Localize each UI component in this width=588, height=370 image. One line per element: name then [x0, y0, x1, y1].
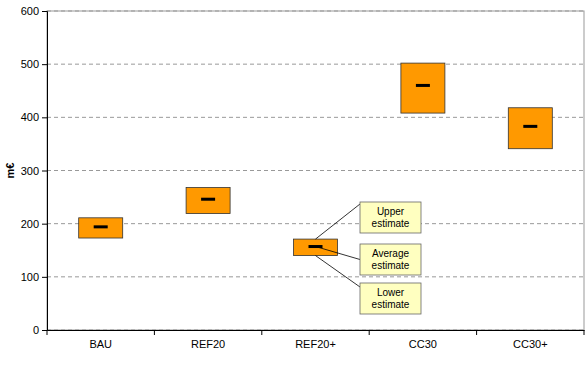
x-axis: BAU REF20 REF20+ CC30 CC30+ [47, 330, 585, 350]
annotations: Upperestimate Averageestimate Lowerestimat… [316, 202, 422, 314]
grid-line [47, 330, 584, 331]
y-tick: 400 [21, 111, 47, 123]
y-tick: 600 [21, 5, 47, 17]
y-tick-label: 0 [33, 324, 39, 336]
grid-line [47, 117, 584, 118]
x-tick: BAU [89, 330, 112, 350]
annotation-box [360, 202, 421, 233]
range-box [186, 188, 230, 214]
x-tick: CC30 [409, 330, 437, 350]
x-tick-label: CC30 [409, 338, 437, 350]
y-tick-label: 400 [21, 111, 39, 123]
y-tick-mark [42, 224, 47, 225]
x-tick: CC30+ [513, 330, 548, 350]
category-separator [369, 330, 370, 335]
y-axis-line [42, 12, 48, 331]
x-tick-label: REF20 [191, 338, 225, 350]
y-tick: 0 [33, 324, 47, 336]
y-axis-title: m€ [4, 163, 16, 179]
plot: 0 100 200 300 400 500 600 BAU REF20 REF20+ CC30 CC3… [21, 5, 585, 350]
grid [47, 11, 584, 330]
grid-line [47, 170, 584, 171]
plot-frame [47, 11, 584, 330]
y-tick: 500 [21, 58, 47, 70]
x-tick: REF20+ [295, 330, 336, 350]
y-tick-label: 100 [21, 271, 39, 283]
annotation-leader [316, 256, 361, 287]
grid-line [47, 223, 584, 224]
annotation-text: Lowerestimate [372, 287, 410, 310]
average-marker [94, 225, 108, 228]
average-marker [416, 84, 430, 87]
category-separator [584, 330, 585, 335]
y-tick-mark [42, 11, 47, 12]
y-tick-mark [42, 117, 47, 118]
y-tick-mark [42, 330, 47, 331]
annotation-text: Upperestimate [372, 206, 410, 229]
x-tick-label: CC30+ [513, 338, 548, 350]
chart: 0 100 200 300 400 500 600 BAU REF20 REF20+ CC30 CC3… [0, 0, 588, 370]
annotation-text: Averageestimate [372, 248, 410, 271]
category-separator [476, 330, 477, 335]
x-tick-label: BAU [89, 338, 112, 350]
grid-line [47, 64, 584, 65]
y-tick-label: 200 [21, 218, 39, 230]
range-box [79, 218, 123, 238]
y-tick-label: 300 [21, 165, 39, 177]
category-separator [47, 330, 48, 335]
y-tick-label: 500 [21, 58, 39, 70]
average-marker [201, 198, 215, 201]
annotation-box [360, 244, 421, 275]
y-tick-label: 600 [21, 5, 39, 17]
marks [79, 63, 553, 255]
range-box [401, 63, 445, 113]
y-tick: 100 [21, 271, 47, 283]
y-tick-mark [42, 64, 47, 65]
y-axis: 0 100 200 300 400 500 600 [21, 5, 48, 336]
annotation-leader [316, 204, 361, 239]
grid-line [47, 11, 584, 12]
x-axis-line [48, 330, 585, 331]
category-separator [154, 330, 155, 335]
y-tick-mark [42, 277, 47, 278]
y-tick: 200 [21, 218, 47, 230]
y-tick: 300 [21, 165, 47, 177]
category-separator [261, 330, 262, 335]
range-box [294, 239, 338, 255]
x-tick-label: REF20+ [295, 338, 336, 350]
x-tick: REF20 [191, 330, 225, 350]
annotation-leader [316, 247, 361, 260]
y-tick-mark [42, 171, 47, 172]
grid-line [47, 276, 584, 277]
annotation-box [360, 283, 421, 314]
average-marker [523, 125, 537, 128]
range-box [508, 108, 552, 149]
